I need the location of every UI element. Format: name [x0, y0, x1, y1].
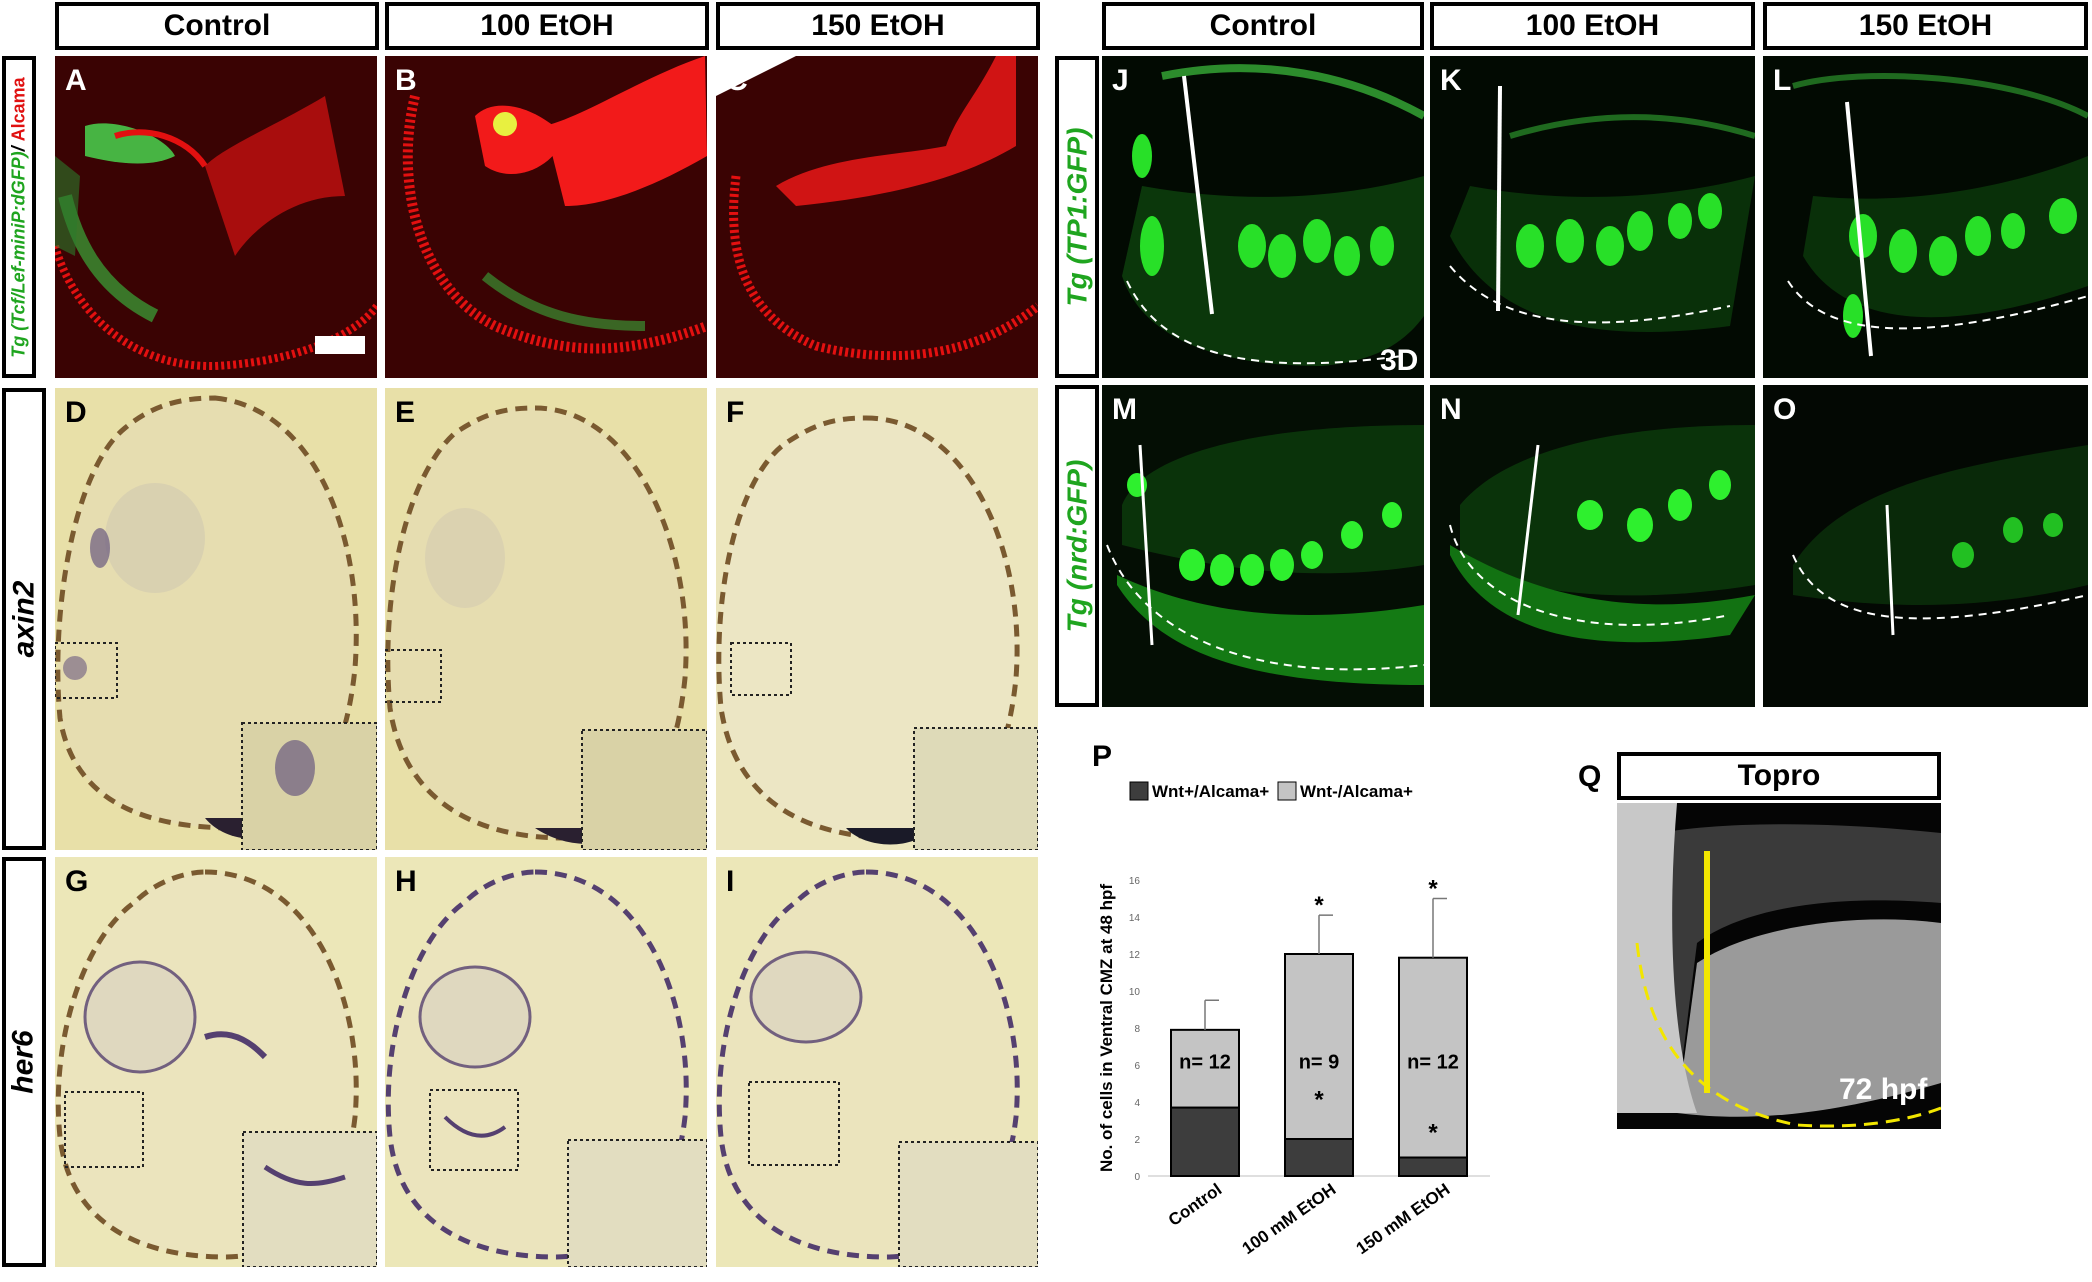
- y-tick-label: 2: [1134, 1135, 1140, 1146]
- panel-letter-f: F: [726, 396, 745, 429]
- panel-letter-i: I: [726, 865, 735, 898]
- panel-letter-l: L: [1773, 64, 1792, 97]
- significance-star-0-1: *: [1314, 1086, 1324, 1113]
- row-label-axin2: axin2: [2, 388, 46, 850]
- panel-b-image: B: [385, 56, 707, 378]
- legend-label-1: Wnt-/Alcama+: [1300, 782, 1413, 801]
- y-tick-label: 6: [1134, 1061, 1140, 1072]
- bar-1-1: [1284, 953, 1354, 1140]
- chart-p: Wnt+/Alcama+ Wnt-/Alcama+ 0 2 4 6 8 10 12 14 16 No…: [1097, 781, 1490, 1258]
- bar-0-2: [1398, 1156, 1468, 1177]
- n-label-0: n= 12: [1179, 1052, 1231, 1074]
- y-axis-label: No. of cells in Ventral CMZ at 48 hpf: [1097, 884, 1116, 1172]
- panel-letter-h: H: [395, 865, 417, 898]
- panel-j-image: J 3D: [1102, 56, 1424, 378]
- header-100etoh-right: 100 EtOH: [1430, 2, 1755, 50]
- y-tick-label: 4: [1134, 1098, 1140, 1109]
- header-control-left: Control: [55, 2, 379, 50]
- header-control-right: Control: [1102, 2, 1424, 50]
- panel-h-image: H: [385, 857, 707, 1267]
- header-150etoh-left: 150 EtOH: [716, 2, 1040, 50]
- header-100etoh-left: 100 EtOH: [385, 2, 709, 50]
- legend-swatch-0: [1129, 781, 1149, 801]
- legend-swatch-1: [1277, 781, 1297, 801]
- y-tick-label: 10: [1129, 987, 1141, 998]
- panel-n-image: N: [1430, 385, 1755, 707]
- bar-0-0: [1170, 1106, 1240, 1177]
- row-label-her6: her6: [2, 857, 46, 1267]
- panel-f-image: F: [716, 388, 1038, 850]
- panel-letter-n: N: [1440, 393, 1462, 426]
- panel-d-image: D: [55, 388, 377, 850]
- panel-l-image: L: [1763, 56, 2088, 378]
- y-tick-label: 8: [1134, 1024, 1140, 1035]
- significance-star-0-2: *: [1428, 1120, 1438, 1147]
- panel-letter-e: E: [395, 396, 416, 429]
- panel-letter-g: G: [65, 865, 89, 898]
- row-label-tp1: Tg (TP1:GFP): [1055, 56, 1099, 378]
- panel-letter-p: P: [1092, 740, 1113, 773]
- panel-i-image: I: [716, 857, 1038, 1267]
- panel-letter-o: O: [1773, 393, 1797, 426]
- panel-k-image: K: [1430, 56, 1755, 378]
- y-tick-label: 16: [1129, 876, 1141, 887]
- header-topro: Topro: [1617, 752, 1941, 800]
- y-tick-label: 0: [1134, 1172, 1140, 1183]
- y-tick-label: 12: [1129, 950, 1141, 961]
- significance-star-1-2: *: [1428, 876, 1438, 903]
- x-tick-label-2: 150 mM EtOH: [1353, 1180, 1454, 1258]
- panel-e-image: E: [385, 388, 707, 850]
- panel-letter-d: D: [65, 396, 87, 429]
- panel-letter-k: K: [1440, 64, 1462, 97]
- panel-m-image: M: [1102, 385, 1424, 707]
- legend-label-0: Wnt+/Alcama+: [1152, 782, 1269, 801]
- bar-1-0: [1170, 1028, 1240, 1109]
- panel-letter-m: M: [1112, 393, 1137, 426]
- y-tick-label: 14: [1129, 913, 1141, 924]
- panel-c-image: C: [716, 56, 1038, 378]
- panel-o-image: O: [1763, 385, 2088, 707]
- panel-letter-b: B: [395, 64, 417, 97]
- row-label-tcf-alcama: Tg (Tcf/Lef-miniP:dGFP)/ Alcama: [2, 56, 36, 378]
- bar-0-1: [1284, 1138, 1354, 1177]
- x-tick-label-0: Control: [1165, 1180, 1225, 1230]
- panel-q-image: 72 hpf: [1617, 803, 1941, 1129]
- panel-letter-j: J: [1112, 64, 1129, 97]
- bar-1-2: [1398, 956, 1468, 1159]
- panel-letter-a: A: [65, 64, 87, 97]
- x-tick-label-1: 100 mM EtOH: [1239, 1180, 1340, 1258]
- n-label-2: n= 12: [1407, 1052, 1459, 1074]
- panel-g-image: G: [55, 857, 377, 1267]
- panel-a-image: A: [55, 56, 377, 378]
- significance-star-1-1: *: [1314, 892, 1324, 919]
- row-label-nrd: Tg (nrd:GFP): [1055, 385, 1099, 707]
- panel-letter-q: Q: [1578, 760, 1602, 793]
- n-label-1: n= 9: [1299, 1052, 1340, 1074]
- label-3d: 3D: [1380, 344, 1419, 377]
- label-72-hpf: 72 hpf: [1839, 1073, 1928, 1106]
- header-150etoh-right: 150 EtOH: [1763, 2, 2088, 50]
- panel-letter-c: C: [726, 64, 748, 97]
